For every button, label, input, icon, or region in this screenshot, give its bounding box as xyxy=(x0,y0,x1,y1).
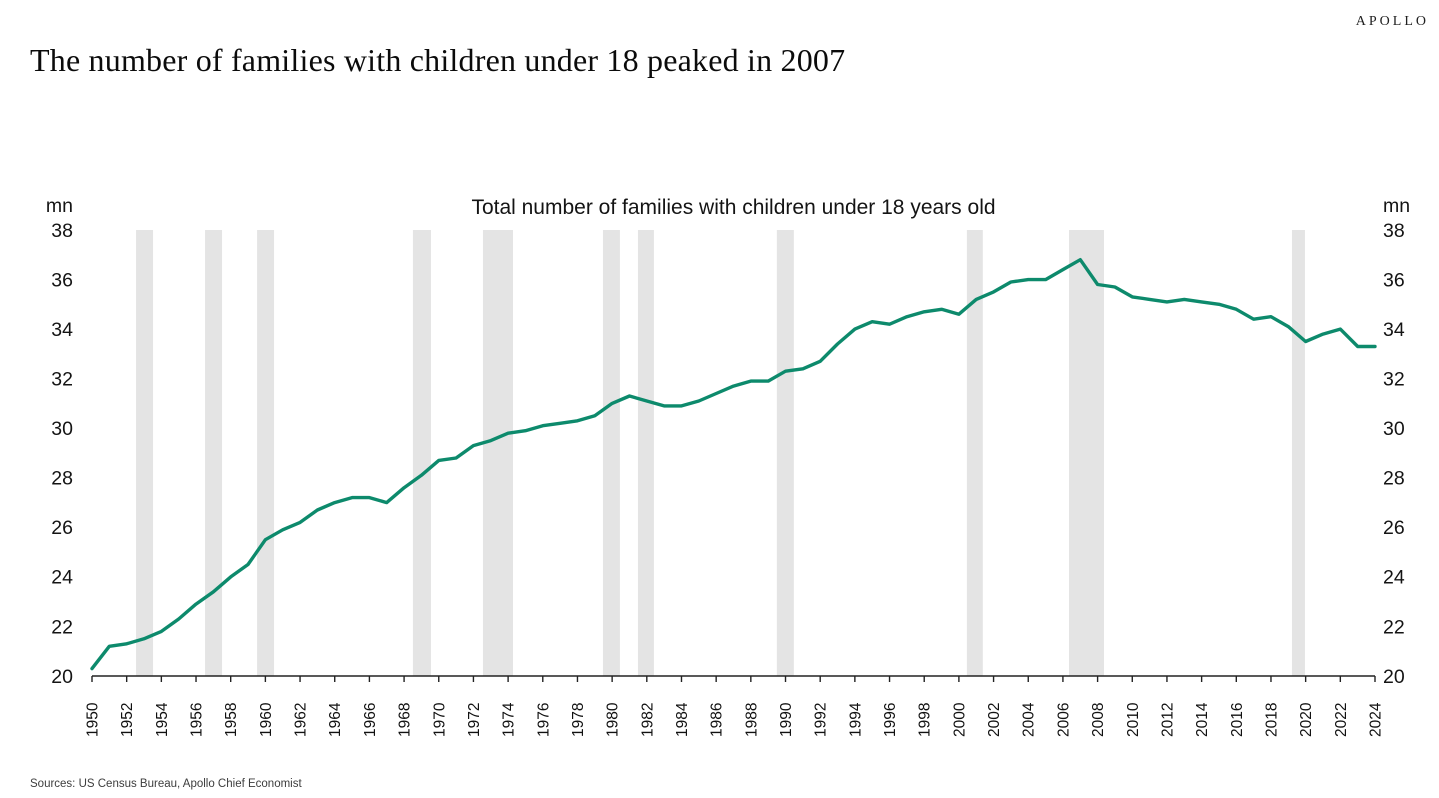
x-tick-label: 1992 xyxy=(813,703,830,737)
source-note: Sources: US Census Bureau, Apollo Chief … xyxy=(30,778,302,790)
y-axis-label-right: 30 xyxy=(1383,418,1405,440)
x-tick-label: 2024 xyxy=(1368,702,1385,737)
y-axis-label-left: 28 xyxy=(51,468,73,490)
y-axis-label-right: 32 xyxy=(1383,368,1405,390)
x-tick-label: 1986 xyxy=(709,703,726,737)
y-axis-label-right: 38 xyxy=(1383,220,1405,242)
x-tick-label: 2022 xyxy=(1333,703,1350,737)
x-tick-label: 1972 xyxy=(466,703,483,737)
x-tick-label: 1966 xyxy=(362,703,379,737)
x-tick-label: 1952 xyxy=(119,703,136,737)
y-axis-label-left: 32 xyxy=(51,368,73,390)
x-tick-label: 2002 xyxy=(986,703,1003,737)
y-axis-label-left: 38 xyxy=(51,220,73,242)
x-tick-label: 1996 xyxy=(882,703,899,737)
x-tick-label: 1980 xyxy=(605,702,622,737)
recession-band xyxy=(136,230,154,676)
x-tick-label: 1974 xyxy=(501,702,518,737)
recession-band xyxy=(482,230,513,676)
x-tick-label: 1950 xyxy=(85,702,102,737)
x-tick-label: 1998 xyxy=(917,703,934,737)
x-tick-label: 2000 xyxy=(951,702,968,737)
x-tick-label: 2010 xyxy=(1125,702,1142,737)
y-axis-label-left: 30 xyxy=(51,418,73,440)
y-axis-label-right: 24 xyxy=(1383,567,1405,589)
x-tick-label: 2020 xyxy=(1298,702,1315,737)
x-tick-label: 1978 xyxy=(570,703,587,737)
x-tick-label: 1970 xyxy=(431,702,448,737)
y-axis-label-left: 22 xyxy=(51,616,73,638)
recession-band xyxy=(257,230,275,676)
recession-band xyxy=(602,230,620,676)
recession-band xyxy=(966,230,983,676)
apollo-logo: APOLLO xyxy=(1355,14,1429,29)
data-line xyxy=(90,258,1377,671)
x-tick-label: 1964 xyxy=(327,702,344,737)
y-axis-label-right: 20 xyxy=(1383,666,1405,688)
x-tick-label: 2018 xyxy=(1263,703,1280,737)
unit-label-right: mn xyxy=(1383,195,1410,217)
x-tick-label: 1968 xyxy=(397,703,414,737)
y-axis-label-left: 36 xyxy=(51,269,73,291)
chart-title: Total number of families with children u… xyxy=(471,196,996,219)
x-tick-label: 1976 xyxy=(535,703,552,737)
recession-band xyxy=(637,230,654,676)
x-tick-label: 2006 xyxy=(1055,703,1072,737)
y-axis-label-left: 24 xyxy=(51,567,73,589)
y-axis-label-right: 28 xyxy=(1383,468,1405,490)
x-tick-label: 1954 xyxy=(154,702,171,737)
y-axis-label-left: 20 xyxy=(51,666,73,688)
y-axis-label-left: 26 xyxy=(51,517,73,539)
x-tick-label: 1962 xyxy=(293,703,310,737)
x-tick-label: 1988 xyxy=(743,703,760,737)
x-tick-label: 2004 xyxy=(1021,702,1038,737)
x-tick-label: 2016 xyxy=(1229,703,1246,737)
recession-band xyxy=(776,230,794,676)
x-tick-label: 2014 xyxy=(1194,702,1211,737)
x-tick-label: 1958 xyxy=(223,703,240,737)
y-axis-label-right: 36 xyxy=(1383,269,1405,291)
x-tick-label: 1956 xyxy=(189,703,206,737)
x-tick-label: 2012 xyxy=(1159,703,1176,737)
x-tick-label: 1960 xyxy=(258,702,275,737)
x-tick-label: 2008 xyxy=(1090,703,1107,737)
y-axis-label-right: 34 xyxy=(1383,319,1405,341)
recession-band xyxy=(205,230,223,676)
recession-band xyxy=(412,230,431,676)
y-axis-label-left: 34 xyxy=(51,319,73,341)
y-axis-label-right: 22 xyxy=(1383,616,1405,638)
recession-band xyxy=(1291,230,1305,676)
x-tick-label: 1984 xyxy=(674,702,691,737)
x-tick-label: 1990 xyxy=(778,702,795,737)
x-tick-label: 1982 xyxy=(639,703,656,737)
x-tick-label: 1994 xyxy=(847,702,864,737)
unit-label-left: mn xyxy=(46,195,73,217)
y-axis-label-right: 26 xyxy=(1383,517,1405,539)
recession-band xyxy=(1068,230,1105,676)
page-title: The number of families with children und… xyxy=(30,42,846,78)
